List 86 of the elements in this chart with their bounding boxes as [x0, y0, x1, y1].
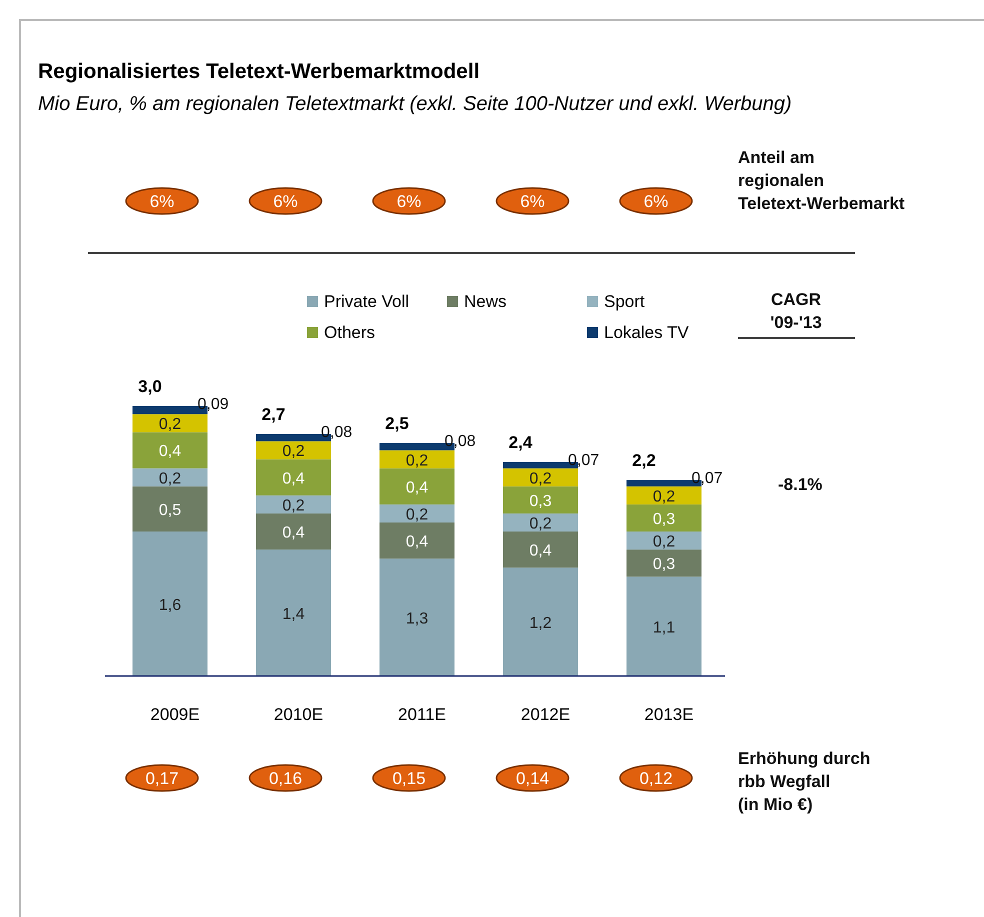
bar — [256, 495, 331, 514]
text: 6% — [273, 192, 298, 211]
data-label: 0,08 — [321, 424, 352, 441]
bar — [380, 468, 454, 504]
bar — [132, 414, 208, 432]
data-label: 0,2 — [529, 470, 552, 488]
text: Anteil am regionalen Teletext-Werbemarkt — [738, 148, 905, 213]
data-label: 0,2 — [529, 515, 552, 532]
data-label: 0,3 — [652, 556, 676, 574]
data-label: 1,4 — [282, 606, 305, 623]
total-label: 2,4 — [508, 432, 533, 452]
data-label: 0,3 — [652, 510, 676, 528]
bar — [256, 441, 331, 460]
data-label: 0,2 — [652, 488, 676, 506]
chart-subtitle: Mio Euro, % am regionalen Teletextmarkt (exkl. Seite 100-Nutzer und exkl. Werbung) — [38, 93, 792, 115]
data-label: 0,07 — [692, 470, 723, 488]
data-label: 0,4 — [158, 443, 182, 460]
x-tick-label: 2010E — [274, 705, 324, 724]
bar — [626, 504, 702, 532]
text: 0,15 — [392, 769, 426, 788]
total-label: 2,5 — [385, 414, 409, 434]
text: Erhöhung durch rbb Wegfall (in Mio €) — [738, 749, 870, 814]
x-tick-label: 2012E — [520, 705, 570, 724]
text: 6% — [644, 192, 668, 211]
data-label: 0,4 — [282, 470, 305, 488]
bar — [132, 468, 208, 486]
data-label: 0,2 — [406, 452, 428, 470]
data-label: 0,2 — [406, 506, 428, 524]
data-label: 0,2 — [158, 470, 182, 488]
text: CAGR '09-'13 — [770, 290, 822, 332]
total-label: 3,0 — [138, 377, 162, 396]
bar — [503, 532, 578, 568]
bar — [380, 450, 454, 468]
bar — [256, 550, 331, 676]
total-label: 2,2 — [632, 451, 656, 470]
data-label: 1,3 — [406, 610, 428, 628]
data-label: 1,2 — [529, 614, 552, 632]
bar — [380, 558, 454, 676]
data-label: 0,07 — [568, 452, 600, 469]
bar — [626, 550, 702, 577]
bar — [132, 532, 208, 676]
bar — [503, 468, 578, 486]
legend-label: Private Voll — [324, 292, 410, 311]
data-label: 1,6 — [158, 596, 182, 614]
text: 6% — [396, 192, 422, 211]
bar — [132, 486, 208, 532]
data-label: 0,2 — [282, 443, 305, 460]
legend-label: Others — [324, 323, 376, 342]
bar — [503, 486, 578, 514]
text: 6% — [150, 192, 174, 211]
data-label: 0,5 — [158, 502, 182, 519]
bar — [503, 513, 578, 532]
bar — [626, 486, 702, 504]
data-label: 0,4 — [529, 542, 552, 560]
bar — [626, 576, 702, 676]
text: 0,16 — [268, 769, 302, 788]
data-label: 1,1 — [652, 619, 676, 636]
data-label: 0,2 — [652, 534, 676, 551]
data-label: 0,4 — [282, 524, 305, 542]
legend-label: News — [464, 292, 507, 311]
bar — [380, 522, 454, 559]
bar — [132, 432, 208, 468]
text: -8.1% — [778, 475, 822, 494]
legend-label: Lokales TV — [604, 323, 690, 342]
text: 6% — [520, 192, 545, 211]
x-tick-label: 2013E — [644, 705, 694, 724]
chart-title: Regionalisiertes Teletext-Werbemarktmodell — [38, 60, 480, 83]
total-label: 2,7 — [262, 404, 286, 424]
bar — [626, 532, 702, 550]
text: 0,14 — [516, 769, 550, 788]
data-label: 0,3 — [529, 492, 552, 510]
data-label: 0,4 — [406, 479, 428, 496]
data-label: 0,09 — [198, 396, 229, 413]
bar — [503, 568, 578, 676]
x-tick-label: 2011E — [398, 705, 446, 724]
data-label: 0,2 — [282, 497, 305, 514]
bar — [256, 513, 331, 550]
data-label: 0,2 — [158, 416, 182, 434]
bar — [256, 459, 331, 496]
bar — [380, 504, 454, 522]
data-label: 0,4 — [406, 534, 428, 551]
text: 0,17 — [145, 769, 179, 788]
legend-label: Sport — [604, 292, 645, 311]
text: 0,12 — [639, 769, 673, 788]
x-tick-label: 2009E — [150, 705, 200, 724]
data-label: 0,08 — [444, 433, 476, 450]
